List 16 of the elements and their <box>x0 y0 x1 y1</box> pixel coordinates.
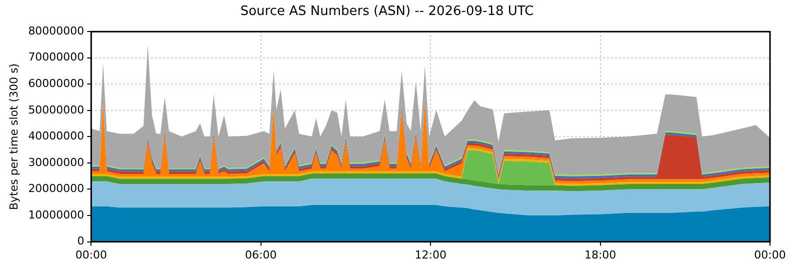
y-axis-title: Bytes per time slot (300 s) <box>7 63 20 210</box>
y-tick-label: 30000000 <box>28 156 84 169</box>
y-tick-label: 40000000 <box>28 130 84 143</box>
x-tick-label: 06:00 <box>245 248 277 262</box>
y-tick-label: 70000000 <box>28 50 84 64</box>
y-tick-label: 80000000 <box>28 24 84 38</box>
y-tick-label: 20000000 <box>28 182 84 196</box>
x-tick-label: 00:00 <box>75 248 108 262</box>
y-tick-label: 50000000 <box>28 103 84 116</box>
y-tick-label: 0 <box>77 234 84 248</box>
chart-title: Source AS Numbers (ASN) -- 2026-09-18 UTC <box>240 4 534 20</box>
y-tick-label: 60000000 <box>28 77 84 90</box>
y-tick-label: 10000000 <box>28 208 84 222</box>
x-tick-label: 12:00 <box>414 248 446 262</box>
x-tick-label: 18:00 <box>584 248 616 262</box>
x-tick-label: 00:00 <box>754 248 786 262</box>
